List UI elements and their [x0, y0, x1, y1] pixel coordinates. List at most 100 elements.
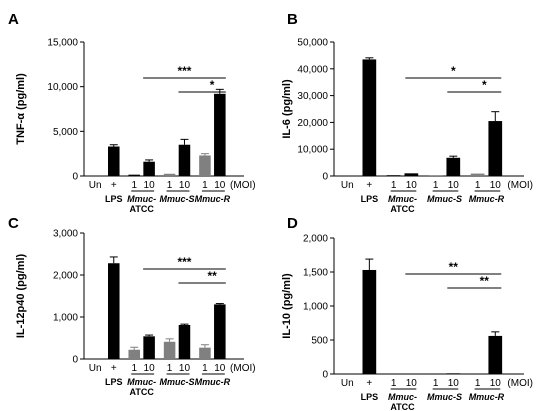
x-tick-label-d: 1 — [391, 378, 397, 389]
panel-label-c: C — [8, 215, 19, 232]
x-tick-label-c: 1 — [167, 363, 173, 374]
significance-label-b: * — [451, 64, 456, 78]
x-tick-label-d: 10 — [406, 378, 418, 389]
x-tick-label-c: 10 — [144, 363, 156, 374]
group-label-atcc-c: Mmuc-ATCC — [127, 377, 156, 397]
moi-label-c: (MOI) — [230, 363, 256, 374]
bar-c-6 — [199, 347, 211, 359]
bar-b-6 — [470, 173, 485, 176]
y-tick-label-b: 10,000 — [297, 145, 328, 156]
moi-label-a: (MOI) — [230, 180, 256, 191]
bar-a-5 — [178, 144, 191, 176]
bar-b-3 — [404, 173, 419, 176]
x-tick-label-d: 10 — [448, 378, 460, 389]
x-tick-label-a: 1 — [202, 180, 208, 191]
panel-C: C 0 1,000 2,000 3,000 IL-12p40 (pg/ml) Un +1 10 1… — [8, 215, 256, 397]
bar-b-7 — [488, 121, 503, 176]
x-tick-label-a: 1 — [167, 180, 173, 191]
x-tick-label-a: 10 — [179, 180, 191, 191]
significance-label-d: ** — [480, 274, 490, 288]
panel-label-b: B — [287, 11, 298, 28]
bar-a-4 — [163, 173, 176, 176]
x-tick-label-c: 10 — [214, 363, 226, 374]
group-label-atcc-d: Mmuc-ATCC — [388, 392, 417, 411]
y-tick-label-b: 0 — [322, 172, 328, 183]
bar-b-4 — [428, 175, 443, 176]
y-axis-label-d: IL-10 (pg/ml) — [281, 273, 293, 339]
y-tick-label-d: 0 — [322, 370, 328, 381]
bar-c-7 — [214, 304, 226, 359]
x-tick-label-d: Un — [341, 378, 354, 389]
x-tick-label-d: 1 — [433, 378, 439, 389]
y-tick-label-d: 1,000 — [303, 302, 328, 313]
x-tick-label-a: 1 — [131, 180, 137, 191]
panel-D: D 0 500 1,000 1,500 2,000 IL-10 (pg/ml) Un +1 10 1… — [281, 215, 533, 411]
x-tick-label-b: 1 — [433, 180, 439, 191]
y-tick-label-d: 1,500 — [303, 268, 328, 279]
y-tick-label-a: 0 — [72, 172, 78, 183]
group-label-s-d: Mmuc-S — [427, 392, 462, 402]
bar-b-2 — [386, 175, 401, 176]
group-label-r-a: Mmuc-R — [195, 194, 231, 204]
x-tick-label-b: Un — [341, 180, 354, 191]
y-tick-label-b: 50,000 — [297, 38, 328, 49]
x-tick-label-b: 10 — [490, 180, 502, 191]
y-tick-label-a: 15,000 — [47, 38, 78, 49]
x-tick-label-a: 10 — [214, 180, 226, 191]
y-tick-label-c: 1,000 — [53, 313, 78, 324]
group-label-lps-d: LPS — [361, 392, 379, 402]
y-axis-label-b: IL-6 (pg/ml) — [281, 79, 293, 139]
significance-label-b: * — [482, 78, 487, 92]
moi-label-d: (MOI) — [507, 378, 533, 389]
group-label-r-c: Mmuc-R — [195, 377, 231, 387]
y-axis-label-c: IL-12p40 (pg/ml) — [15, 253, 27, 338]
group-label-s-a: Mmuc-S — [160, 194, 195, 204]
bar-a-2 — [128, 174, 140, 176]
y-tick-label-b: 20,000 — [297, 118, 328, 129]
bar-c-3 — [143, 336, 155, 359]
bar-a-1 — [108, 146, 120, 176]
y-tick-label-b: 30,000 — [297, 91, 328, 102]
panel-label-a: A — [8, 11, 19, 28]
y-tick-label-c: 2,000 — [53, 271, 78, 282]
bar-c-5 — [178, 324, 191, 359]
significance-label-c: ** — [207, 269, 217, 283]
x-tick-label-b: 10 — [406, 180, 418, 191]
moi-label-b: (MOI) — [507, 180, 533, 191]
x-tick-label-c: 1 — [131, 363, 137, 374]
y-tick-label-c: 3,000 — [53, 229, 78, 240]
panel-label-d: D — [287, 215, 298, 232]
x-tick-label-b: 1 — [475, 180, 481, 191]
x-tick-label-c: Un — [89, 363, 102, 374]
bar-c-2 — [128, 349, 140, 359]
group-label-lps-c: LPS — [105, 377, 123, 387]
bar-a-3 — [143, 161, 155, 176]
group-label-lps-b: LPS — [361, 194, 379, 204]
group-label-atcc-a: Mmuc-ATCC — [127, 194, 156, 214]
x-tick-label-b: 1 — [391, 180, 397, 191]
x-tick-label-c: + — [111, 363, 117, 374]
bar-c-4 — [163, 341, 176, 359]
bar-c-1 — [108, 263, 120, 359]
group-label-atcc-b: Mmuc-ATCC — [388, 194, 417, 214]
significance-label-a: * — [210, 78, 215, 92]
y-tick-label-a: 5,000 — [53, 127, 78, 138]
panel-B: B 0 10,000 20,000 30,000 40,000 50,000 IL-6 (pg… — [281, 11, 533, 214]
y-axis-label-a: TNF-α (pg/ml) — [15, 73, 27, 145]
group-label-lps-a: LPS — [105, 194, 123, 204]
y-tick-label-b: 40,000 — [297, 64, 328, 75]
y-tick-label-c: 0 — [72, 355, 78, 366]
bar-b-5 — [446, 157, 461, 176]
group-label-s-b: Mmuc-S — [427, 194, 462, 204]
x-tick-label-a: 10 — [144, 180, 156, 191]
x-tick-label-a: Un — [89, 180, 102, 191]
group-label-r-b: Mmuc-R — [469, 194, 505, 204]
x-tick-label-c: 1 — [202, 363, 208, 374]
bar-d-5 — [446, 373, 461, 374]
x-tick-label-b: 10 — [448, 180, 460, 191]
bar-a-6 — [199, 155, 211, 176]
group-label-s-c: Mmuc-S — [160, 377, 195, 387]
significance-label-a: *** — [177, 64, 191, 78]
